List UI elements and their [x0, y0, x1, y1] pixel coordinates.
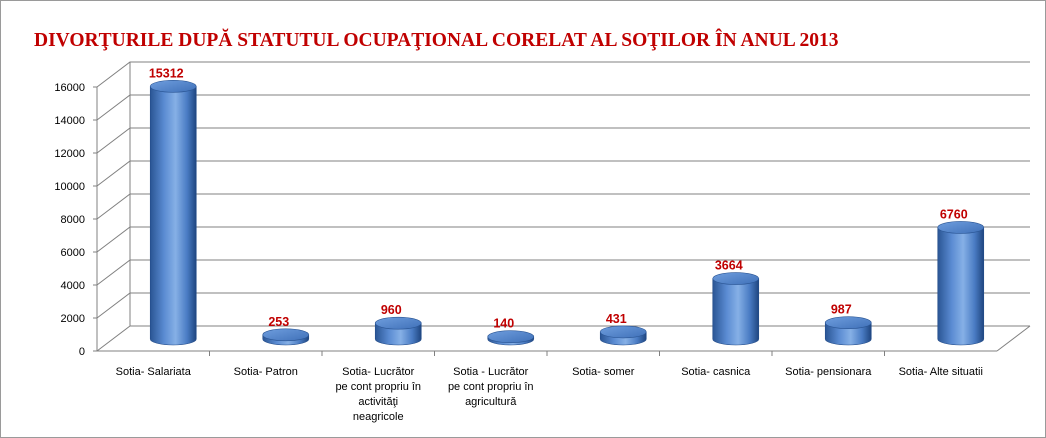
data-label: 6760 [940, 207, 968, 221]
category-label: Sotia- Lucrător [342, 366, 414, 378]
y-tick-label: 6000 [61, 247, 85, 259]
bar-body [824, 322, 872, 346]
bar [824, 316, 872, 346]
y-tick-label: 8000 [61, 214, 85, 226]
category-label: pe cont propriu în [448, 381, 534, 393]
data-label: 431 [606, 312, 627, 326]
bar-top [824, 316, 872, 330]
y-tick-label: 2000 [61, 313, 85, 325]
floor-edge [96, 325, 1031, 352]
bar-top [712, 272, 760, 285]
bar-body [712, 278, 760, 346]
bar [712, 272, 760, 346]
chart-title: DIVORŢURILE DUPĂ STATUTUL OCUPAŢIONAL CO… [34, 30, 839, 51]
bar-top [262, 328, 310, 342]
gridline [96, 292, 1030, 319]
category-label: neagricole [353, 411, 404, 423]
bar-body [937, 227, 985, 346]
bar [599, 325, 647, 346]
gridline [96, 160, 1030, 187]
gridline [96, 259, 1030, 286]
bar [262, 328, 310, 346]
category-label: Sotia- pensionara [785, 366, 872, 378]
gridline [96, 127, 1030, 154]
category-label: Sotia- somer [572, 366, 635, 378]
y-tick-label: 12000 [54, 148, 85, 160]
bar-top [599, 325, 647, 339]
category-label: agricultură [465, 396, 517, 408]
category-label: Sotia- Patron [234, 366, 298, 378]
bar [937, 221, 985, 346]
data-label: 960 [381, 303, 402, 317]
data-label: 253 [268, 315, 289, 329]
bar-top [374, 316, 422, 330]
category-label: Sotia- Salariata [116, 366, 192, 378]
gridline [96, 94, 1030, 121]
bar-top [149, 80, 197, 93]
category-label: Sotia - Lucrător [453, 366, 529, 378]
bar [374, 316, 422, 346]
y-tick-label: 14000 [54, 115, 85, 127]
y-tick-label: 16000 [54, 82, 85, 94]
y-tick-label: 4000 [61, 280, 85, 292]
bar-body [149, 86, 197, 346]
data-label: 15312 [149, 66, 184, 80]
y-tick-label: 0 [79, 346, 85, 358]
gridline [96, 61, 1030, 88]
category-label: Sotia- casnica [681, 366, 751, 378]
category-label: Sotia- Alte situatii [899, 366, 983, 378]
y-tick-label: 10000 [54, 181, 85, 193]
category-label: pe cont propriu în [335, 381, 421, 393]
category-label: activităţi [358, 396, 398, 408]
bar [149, 80, 197, 346]
bar-top [487, 330, 535, 343]
bar-top [937, 221, 985, 234]
data-label: 140 [493, 317, 514, 331]
gridline [96, 226, 1030, 253]
data-label: 3664 [715, 259, 743, 273]
gridline [96, 193, 1030, 220]
data-label: 987 [831, 303, 852, 317]
bar [487, 330, 535, 346]
